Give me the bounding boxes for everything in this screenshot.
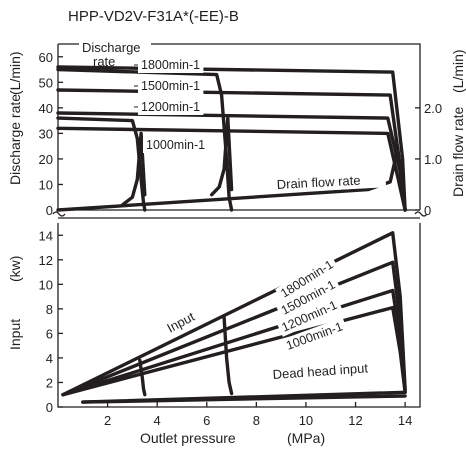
- upper-y-axis-unit: (L/min): [7, 51, 23, 95]
- upper-curves: [56, 65, 407, 212]
- upper-speed-label-1800min-1-bg: [138, 57, 204, 73]
- lower-series-1000min-1: [61, 305, 407, 397]
- discharge-rate-annotation-line1-bg: [79, 40, 151, 56]
- x-tick-label-12: 12: [348, 413, 362, 428]
- upper-speed-label-1500min-1-group: 1500min-1: [138, 78, 204, 94]
- right-y-tick-label-1-0: 1.0: [424, 152, 442, 167]
- upper-series-drain-flow-rate-3-5-mpa: [120, 131, 147, 207]
- left-axis-break: [52, 211, 66, 217]
- lower-y-tick-label-10: 10: [39, 277, 53, 292]
- lower-y-axis-label: Input: [7, 319, 23, 350]
- x-tick-label-6: 6: [203, 413, 210, 428]
- lower-y-tick-label-0: 0: [46, 400, 53, 415]
- upper-speed-label-1200min-1-group: 1200min-1: [138, 99, 204, 115]
- dead-head-input-annotation-group: Dead head input: [269, 359, 388, 384]
- x-tick-label-2: 2: [104, 413, 111, 428]
- x-axis-unit: (MPa): [287, 430, 325, 446]
- right-y-tick-label-0: 0: [424, 203, 431, 218]
- lower-y-tick-label-4: 4: [46, 351, 53, 366]
- upper-speed-label-1800min-1-group: 1800min-1: [138, 57, 204, 73]
- lower-y-tick-label-2: 2: [46, 375, 53, 390]
- upper-y-tick-label-40: 40: [39, 101, 53, 116]
- right-axis-break: [414, 211, 428, 217]
- lower-speed-label-1800min-1-bg: [275, 254, 340, 303]
- lower-speed-label-1000min-1-bg: [281, 317, 349, 355]
- upper-y-tick-label-0: 0: [46, 203, 53, 218]
- upper-y-axis-label: Discharge rate: [7, 94, 23, 185]
- discharge-rate-annotation-line2-group: rate: [93, 54, 115, 69]
- lower-plot-frame: [57, 223, 421, 408]
- x-tick-label-4: 4: [154, 413, 161, 428]
- chart-title: HPP-VD2V-F31A*(-EE)-B: [68, 8, 239, 25]
- lower-series-input-setting-7-mpa: [222, 315, 234, 396]
- lower-y-tick-label-14: 14: [39, 228, 53, 243]
- right-y-tick-label-2-0: 2.0: [424, 101, 442, 116]
- lower-curves: [61, 231, 407, 404]
- dead-head-input-annotation-bg: [269, 359, 388, 384]
- upper-y-tick-label-10: 10: [39, 177, 53, 192]
- upper-series-drain-flow-rate-7-mpa: [210, 116, 234, 197]
- discharge-rate-annotation-line2: rate: [93, 54, 115, 69]
- upper-y-tick-label-30: 30: [39, 126, 53, 141]
- curve-labels: 1800min-1 1500min-1 1200min-1 1000min-1 Disc…: [79, 40, 388, 384]
- upper-y-tick-label-50: 50: [39, 75, 53, 90]
- lower-y-tick-label-6: 6: [46, 326, 53, 341]
- discharge-rate-annotation-line1: Discharge: [82, 40, 141, 55]
- upper-speed-label-1000min-1-group: 1000min-1: [143, 137, 209, 153]
- lower-speed-label-1200min-1-bg: [276, 295, 343, 337]
- input-annotation-bg: [161, 305, 204, 338]
- upper-speed-label-1500min-1-bg: [138, 78, 204, 94]
- upper-speed-label-1200min-1-bg: [138, 99, 204, 115]
- lower-speed-label-1500min-1-bg: [275, 275, 341, 320]
- upper-speed-label-1800min-1: 1800min-1: [141, 58, 200, 72]
- lower-y-tick-label-8: 8: [46, 302, 53, 317]
- upper-speed-label-1000min-1: 1000min-1: [146, 138, 205, 152]
- input-annotation-group: Input: [161, 305, 204, 338]
- lower-series-1200min-1: [61, 288, 407, 397]
- drain-flow-annotation: Drain flow rate: [276, 173, 360, 192]
- right-y-axis-label: Drain flow rate: [450, 107, 466, 197]
- lower-y-tick-label-12: 12: [39, 253, 53, 268]
- lower-series-input-setting-3-5-mpa: [138, 358, 147, 397]
- upper-speed-label-1000min-1-bg: [143, 137, 209, 153]
- x-tick-label-8: 8: [253, 413, 260, 428]
- x-tick-label-14: 14: [398, 413, 412, 428]
- upper-series-drain-flow-rate: [56, 147, 407, 212]
- upper-speed-label-1200min-1: 1200min-1: [141, 100, 200, 114]
- upper-y-tick-label-20: 20: [39, 152, 53, 167]
- discharge-rate-annotation-line1-group: Discharge: [79, 40, 151, 56]
- lower-series-dead-head-input-lower: [81, 394, 407, 404]
- axis-ticks: 0 10 20 30 40 50 60 0 1.0 2.0 0 2 4 6 8 10 12 14 2 4 6 8 10 12 1…: [39, 50, 443, 428]
- x-axis-label: Outlet pressure: [140, 430, 236, 446]
- upper-y-tick-label-60: 60: [39, 50, 53, 65]
- x-tick-label-10: 10: [299, 413, 313, 428]
- drain-flow-annotation-bg: [273, 171, 387, 194]
- right-y-axis-unit: (L/min): [450, 49, 466, 93]
- drain-flow-annotation-group: Drain flow rate: [273, 171, 387, 194]
- dead-head-input-annotation: Dead head input: [272, 360, 369, 382]
- upper-speed-label-1500min-1: 1500min-1: [141, 79, 200, 93]
- lower-y-axis-unit: (kw): [7, 256, 23, 282]
